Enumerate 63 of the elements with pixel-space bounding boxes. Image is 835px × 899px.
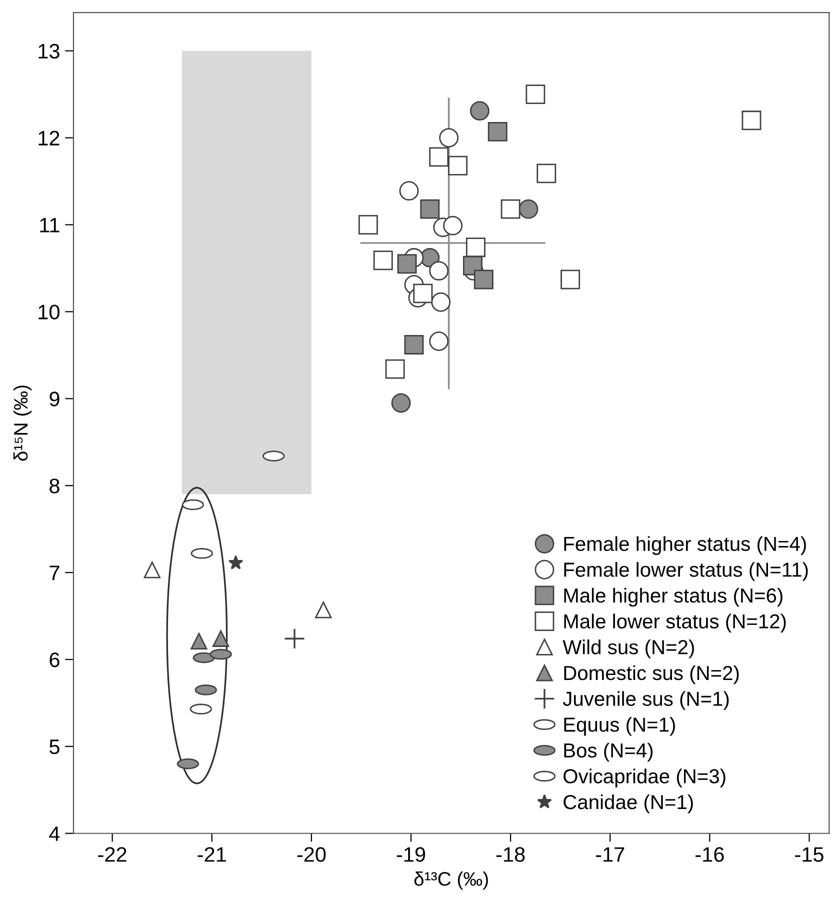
x-tick-label: -21 xyxy=(198,847,226,862)
point xyxy=(443,216,463,236)
point xyxy=(470,101,490,121)
x-tick-label: -17 xyxy=(596,847,624,862)
x-tick-label: -16 xyxy=(696,847,724,862)
point xyxy=(429,332,449,351)
point xyxy=(190,632,208,650)
legend-label: Ovicapridae (N=3) xyxy=(564,768,726,788)
point xyxy=(429,147,449,167)
legend-label: Bos (N=4) xyxy=(564,742,653,762)
point xyxy=(212,630,230,647)
point xyxy=(431,292,451,312)
point xyxy=(448,156,468,176)
point xyxy=(474,270,494,290)
point xyxy=(397,254,417,274)
legend-label: Male higher status (N=6) xyxy=(564,588,782,607)
y-tick-label: 9 xyxy=(50,392,60,406)
legend-label: Equus (N=1) xyxy=(564,716,675,736)
y-tick-label: 6 xyxy=(50,652,60,668)
point xyxy=(466,238,486,258)
point xyxy=(399,181,419,201)
point xyxy=(429,261,449,281)
point xyxy=(536,164,556,184)
y-tick-label: 7 xyxy=(50,566,60,580)
point xyxy=(385,359,405,379)
point xyxy=(500,199,520,219)
point xyxy=(518,199,538,219)
point xyxy=(358,215,378,234)
y-tick-label: 8 xyxy=(50,478,60,494)
x-tick-label: -15 xyxy=(795,847,824,862)
point xyxy=(439,128,459,148)
point xyxy=(742,110,762,130)
x-axis-title: δ¹³C (‰) xyxy=(414,872,488,890)
y-tick-label: 5 xyxy=(50,740,60,754)
point xyxy=(391,393,411,413)
x-tick-label: -20 xyxy=(297,847,326,862)
legend-label: Domestic sus (N=2) xyxy=(564,665,739,684)
point xyxy=(315,602,332,618)
legend-label: Female higher status (N=4) xyxy=(564,536,806,556)
y-tick-label: 13 xyxy=(38,44,60,59)
y-tick-label: 4 xyxy=(49,826,60,841)
legend-label: Male lower status (N=12) xyxy=(564,614,786,632)
x-tick-label: -19 xyxy=(396,847,426,862)
legend-label: Female lower status (N=11) xyxy=(564,562,808,581)
point xyxy=(488,122,508,142)
point xyxy=(413,284,433,304)
x-tick-label: -18 xyxy=(496,847,525,862)
point xyxy=(420,199,440,219)
y-tick-label: 12 xyxy=(38,130,60,146)
legend-label: Canidae (N=1) xyxy=(564,794,693,814)
y-tick-label: 11 xyxy=(40,218,60,232)
point xyxy=(404,335,424,354)
legend-label: Juvenile sus (N=1) xyxy=(562,691,729,710)
point xyxy=(284,628,306,650)
x-tick-label: -22 xyxy=(98,847,126,862)
y-tick-label: 10 xyxy=(38,304,60,320)
legend-label: Wild sus (N=2) xyxy=(562,640,694,658)
point xyxy=(228,555,244,570)
point xyxy=(526,84,546,104)
y-axis-title: δ¹⁵N (‰) xyxy=(13,386,32,461)
point xyxy=(144,562,160,578)
point xyxy=(560,270,580,290)
point xyxy=(373,250,393,270)
